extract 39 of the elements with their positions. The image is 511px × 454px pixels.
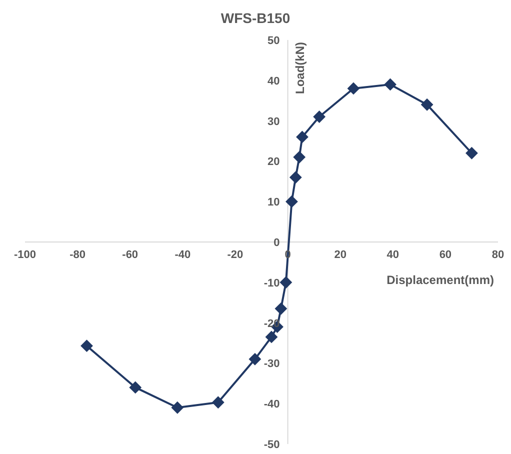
y-tick-label: 40 <box>268 75 280 88</box>
y-tick-label: 10 <box>268 196 280 209</box>
point <box>80 340 93 352</box>
point <box>347 82 360 94</box>
x-tick-label: -100 <box>14 249 36 261</box>
x-axis-title: Displacement(mm) <box>386 273 494 287</box>
point <box>274 302 287 315</box>
chart-title: WFS-B150 <box>220 9 292 28</box>
point <box>265 330 278 343</box>
point <box>384 78 396 90</box>
x-tick-label: -20 <box>227 249 244 261</box>
y-tick-label: 0 <box>274 237 280 249</box>
point <box>248 353 261 366</box>
y-tick-label: 30 <box>268 116 280 128</box>
y-tick-label: -40 <box>264 398 280 411</box>
y-tick-label: 50 <box>268 35 280 47</box>
point <box>313 110 326 123</box>
point <box>296 130 308 143</box>
x-tick-label: -80 <box>70 249 86 261</box>
point <box>171 402 184 414</box>
y-tick-label: -30 <box>264 358 280 370</box>
point <box>129 381 142 394</box>
point <box>212 396 224 408</box>
x-tick-label: 60 <box>439 249 452 261</box>
y-axis-title: Load(kN) <box>292 42 307 94</box>
y-tick-label: -10 <box>264 277 280 290</box>
point <box>421 98 434 111</box>
point <box>466 147 478 160</box>
x-tick-label: 20 <box>334 249 346 261</box>
point <box>280 276 292 288</box>
point <box>293 151 306 164</box>
y-tick-label: 20 <box>268 156 280 168</box>
x-tick-label: -60 <box>122 249 138 261</box>
y-tick-label: -50 <box>264 439 280 451</box>
x-tick-label: 40 <box>386 249 400 261</box>
x-tick-label: -40 <box>174 249 191 261</box>
x-tick-label: 80 <box>492 249 504 261</box>
point <box>290 171 302 184</box>
point <box>286 196 298 208</box>
